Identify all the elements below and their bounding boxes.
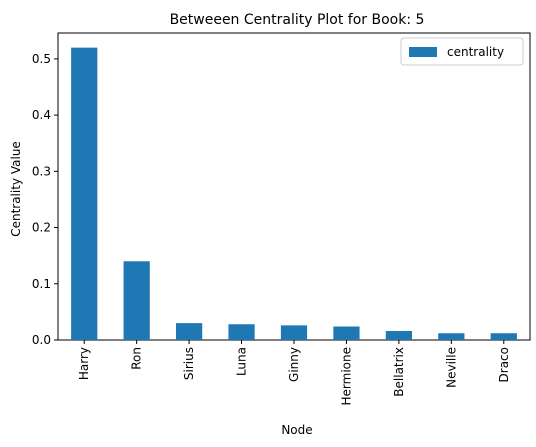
legend-box [400,37,524,66]
legend: centrality [400,37,524,66]
bar-harry [71,47,98,340]
x-tick-label: Ginny [287,347,301,382]
y-tick-label: 0.2 [32,221,51,235]
y-tick-label: 0.1 [32,277,51,291]
y-axis: 0.0 0.1 0.2 0.3 0.4 0.5 [32,52,58,347]
legend-label: centrality [447,45,504,59]
bar-hermione [333,326,360,340]
y-tick-label: 0.3 [32,164,51,178]
y-tick-label: 0.0 [32,333,51,347]
y-axis-label: Centrality Value [9,141,23,237]
x-tick-label: Sirius [182,347,196,380]
x-tick-label: Bellatrix [392,347,406,397]
bar-neville [438,333,465,340]
bar-luna [228,324,255,340]
x-tick-label: Ron [130,347,144,370]
x-tick-label: Harry [77,347,91,380]
x-tick-label: Hermione [339,347,353,405]
legend-swatch [409,47,437,57]
x-axis-label: Node [281,423,312,437]
bar-ginny [280,325,308,340]
x-axis: Harry Ron Sirius Luna Ginny Hermione Bellatrix… [77,340,511,405]
x-tick-label: Draco [497,347,511,382]
x-tick-label: Neville [444,347,458,388]
y-tick-label: 0.4 [32,108,51,122]
bar-draco [490,333,517,340]
bar-ron [123,261,150,340]
bar-sirius [176,323,203,340]
chart-title: Betweeen Centrality Plot for Book: 5 [170,12,425,28]
x-tick-label: Luna [235,347,249,376]
bar-bellatrix [385,331,412,340]
bar-series [71,47,517,340]
y-tick-label: 0.5 [32,52,51,66]
